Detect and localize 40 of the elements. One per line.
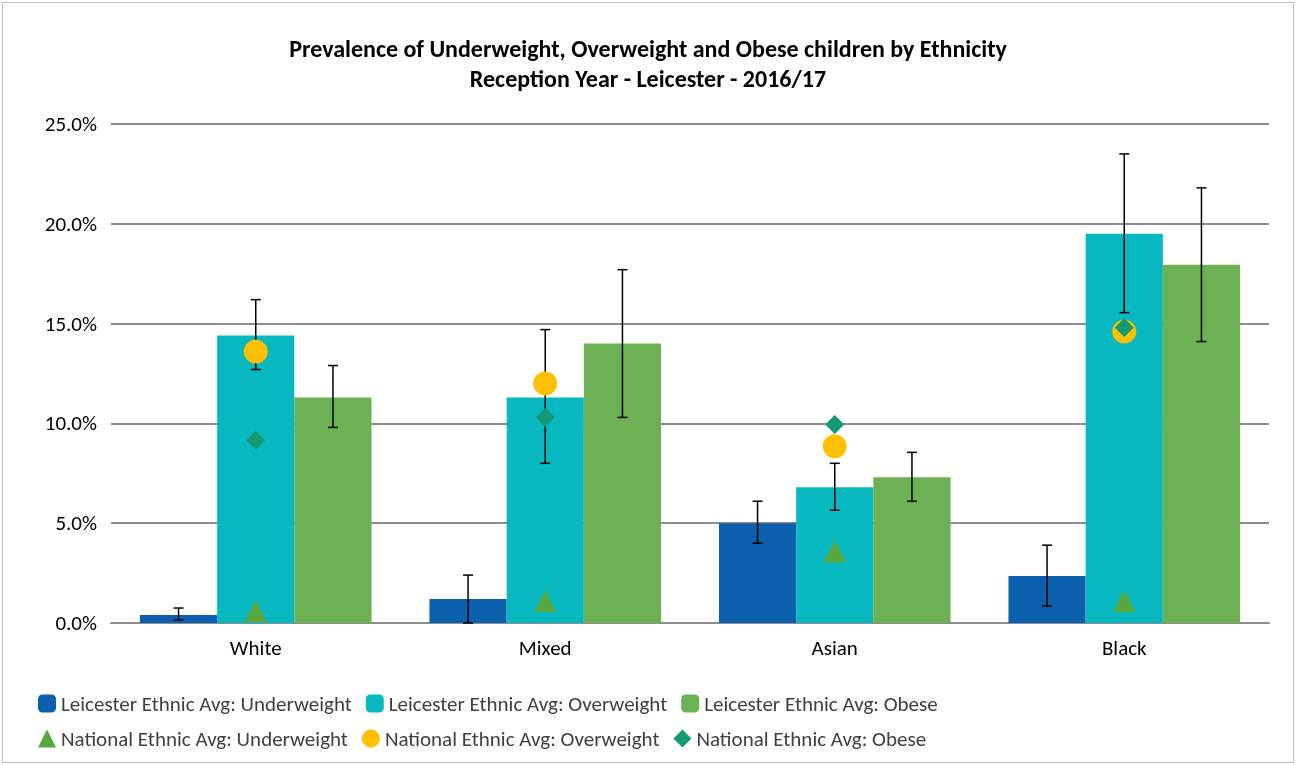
legend-label: Leicester Ethnic Avg: Underweight <box>61 690 352 717</box>
x-tick-label: Black <box>1101 634 1148 661</box>
bar <box>1008 576 1086 623</box>
x-tick-label: Mixed <box>518 634 572 661</box>
point <box>533 371 558 396</box>
y-tick-label: 20.0% <box>44 210 97 237</box>
x-tick-label: Asian <box>811 634 858 661</box>
chart-title: Prevalence of Underweight, Overweight and Obese children by Ethnicity <box>289 33 1008 63</box>
point <box>822 434 847 459</box>
y-tick-label: 0.0% <box>55 610 97 636</box>
legend-label: National Ethnic Avg: Overweight <box>384 725 660 752</box>
legend-label: Leicester Ethnic Avg: Obese <box>704 690 938 717</box>
bar <box>718 523 797 623</box>
point <box>823 540 846 563</box>
x-tick-label: White <box>229 634 282 661</box>
point <box>246 430 266 450</box>
bar <box>139 615 218 623</box>
bar <box>217 335 295 623</box>
bar <box>583 343 662 623</box>
legend-label: Leicester Ethnic Avg: Overweight <box>388 690 668 717</box>
point <box>534 590 557 613</box>
y-tick-label: 5.0% <box>55 510 97 537</box>
point <box>244 600 267 623</box>
point <box>1113 590 1136 613</box>
bar <box>429 599 507 623</box>
bar <box>796 487 874 623</box>
bar <box>1085 233 1163 623</box>
point <box>535 407 555 427</box>
point <box>825 414 845 434</box>
bar <box>1162 264 1241 623</box>
bar <box>873 477 951 623</box>
y-tick-label: 15.0% <box>44 310 97 337</box>
legend-label: National Ethnic Avg: Underweight <box>61 725 348 752</box>
legend-label: National Ethnic Avg: Obese <box>696 725 927 752</box>
y-tick-label: 25.0% <box>44 111 97 137</box>
chart-subtitle: Reception Year - Leicester - 2016/17 <box>469 63 827 93</box>
bar <box>506 397 584 623</box>
point <box>243 339 268 364</box>
y-tick-label: 10.0% <box>44 410 97 437</box>
bar <box>294 397 372 623</box>
